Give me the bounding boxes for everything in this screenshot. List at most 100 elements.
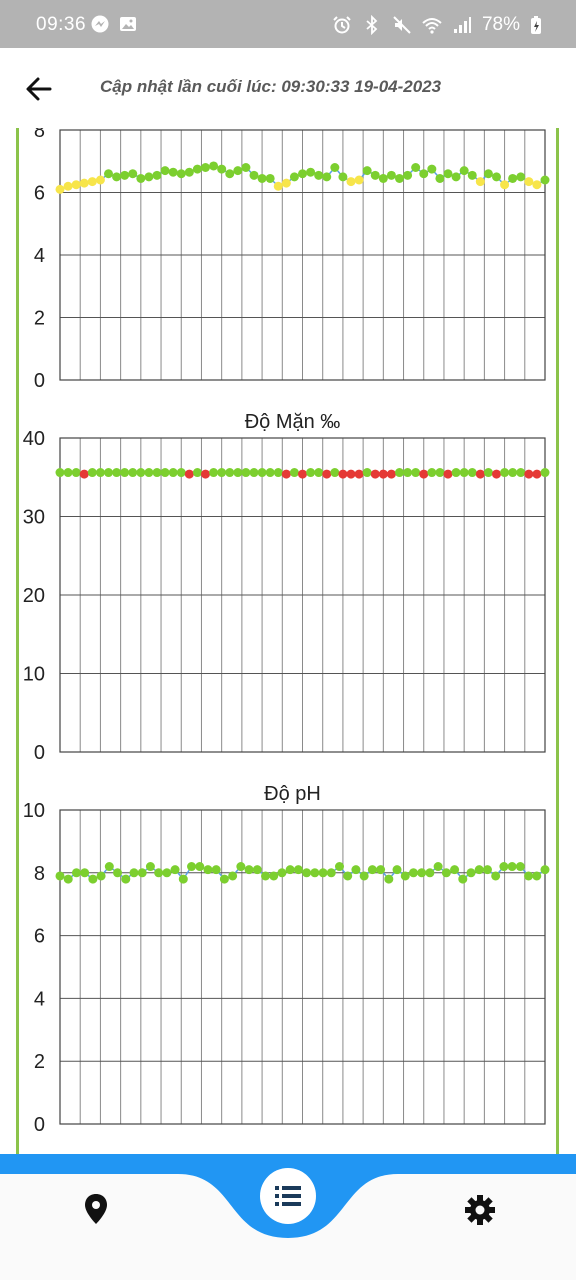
data-point (144, 468, 154, 478)
arrow-left-icon[interactable] (22, 72, 56, 106)
data-point (378, 173, 388, 183)
data-point (411, 163, 421, 172)
data-point (121, 874, 131, 884)
data-point (298, 169, 307, 179)
data-point (112, 468, 122, 478)
y-tick-label: 10 (23, 664, 45, 686)
data-point (443, 169, 453, 179)
data-point (257, 173, 267, 183)
data-point (346, 469, 356, 479)
data-point (120, 170, 130, 180)
data-point (63, 181, 73, 191)
data-point (540, 175, 550, 185)
data-point (306, 468, 316, 478)
location-pin-icon[interactable] (76, 1190, 116, 1230)
data-point (55, 871, 65, 881)
data-point (277, 868, 287, 878)
data-point (289, 172, 299, 182)
data-point (95, 468, 105, 478)
data-point (515, 862, 525, 872)
charts-scroll-area[interactable]: 0 2 4 6 8 0 10 20 30 40 Độ Mặn ‰ 0 2 4 6 8 10 Độ pH (0, 128, 576, 1154)
alarm-icon (333, 16, 351, 34)
data-point (408, 868, 418, 878)
data-point (244, 865, 254, 875)
data-point (71, 180, 81, 190)
plot-frame (59, 437, 546, 753)
data-point (338, 172, 348, 182)
data-point (55, 184, 65, 194)
data-point (532, 871, 542, 881)
data-point (310, 868, 320, 878)
data-point (261, 871, 271, 881)
messenger-icon (91, 15, 109, 33)
data-point (370, 469, 380, 479)
data-point (419, 469, 429, 479)
data-point (160, 468, 170, 478)
battery-percent: 78% (481, 14, 520, 35)
y-tick-label: 6 (34, 183, 45, 205)
data-point (483, 169, 493, 179)
data-point (144, 172, 154, 182)
data-point (491, 871, 501, 881)
data-point (395, 173, 404, 183)
data-point (281, 469, 291, 479)
data-point (302, 868, 312, 878)
data-point (351, 865, 361, 875)
data-point (403, 468, 413, 478)
data-point (265, 468, 275, 478)
data-point (168, 167, 178, 177)
data-point (532, 180, 542, 190)
plot-frame (59, 129, 546, 381)
data-point (475, 469, 485, 479)
data-point (346, 177, 356, 187)
data-point (170, 865, 180, 875)
data-point (338, 469, 348, 479)
data-point (79, 469, 89, 479)
data-point (524, 177, 534, 187)
data-point (249, 170, 259, 180)
data-point (269, 871, 279, 881)
data-point (71, 868, 81, 878)
plot-frame (59, 809, 546, 1125)
data-point (104, 468, 113, 478)
data-point (112, 172, 122, 182)
data-point (370, 170, 380, 180)
data-point (540, 468, 550, 478)
data-point (532, 469, 542, 479)
charts-canvas: 0 2 4 6 8 0 10 20 30 40 Độ Mặn ‰ 0 2 4 6 8 10 Độ pH (23, 128, 550, 1136)
data-point (249, 468, 259, 478)
data-point (459, 166, 469, 176)
battery-icon (531, 16, 541, 34)
data-point (211, 865, 221, 875)
data-point (96, 871, 106, 881)
data-point (359, 871, 369, 881)
data-point (136, 468, 146, 478)
data-point (425, 868, 435, 878)
data-point (500, 180, 510, 190)
data-point (540, 865, 550, 875)
data-point (499, 862, 509, 872)
data-point (435, 173, 445, 183)
data-point (354, 469, 364, 479)
y-tick-label: 40 (23, 428, 45, 450)
y-tick-label: 4 (34, 988, 45, 1010)
data-point (63, 468, 73, 478)
data-point (427, 164, 437, 174)
data-point (322, 172, 332, 182)
status-time: 09:36 (36, 14, 87, 35)
data-point (441, 868, 451, 878)
data-point (354, 175, 364, 185)
data-point (293, 865, 303, 875)
data-point (87, 468, 97, 478)
status-bar: 09:36 (0, 0, 576, 48)
data-point (343, 871, 353, 881)
data-point (467, 170, 477, 180)
settings-gear-icon[interactable] (460, 1190, 500, 1230)
list-button[interactable] (260, 1168, 316, 1224)
gallery-icon (120, 17, 136, 31)
bluetooth-icon (366, 15, 378, 35)
data-point (95, 175, 105, 185)
data-point (384, 874, 394, 884)
signal-icon (453, 17, 471, 33)
y-tick-label: 0 (34, 1114, 45, 1136)
